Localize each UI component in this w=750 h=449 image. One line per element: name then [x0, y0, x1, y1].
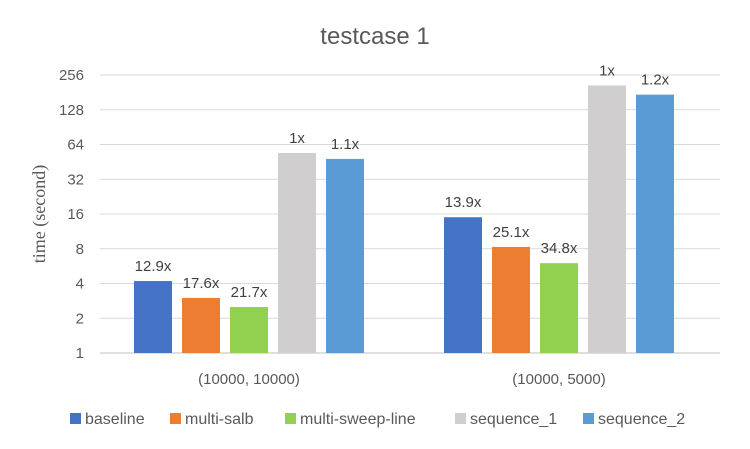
y-tick-label: 2 [76, 310, 84, 327]
bar-multi-salb-0 [182, 297, 220, 353]
legend-swatch-multi-salb [170, 413, 181, 424]
y-tick-label: 256 [59, 67, 84, 84]
y-tick-label: 32 [67, 171, 84, 188]
y-tick-label: 4 [76, 276, 84, 293]
data-label: 1.1x [331, 136, 360, 153]
x-tick-label: (10000, 5000) [512, 371, 605, 388]
bar-multi-sweep-line-1 [540, 263, 578, 353]
legend-swatch-sequence_1 [455, 413, 466, 424]
bar-sequence_1-1 [588, 85, 626, 353]
legend-label: sequence_2 [598, 411, 685, 428]
legend: baseline multi-salb multi-sweep-line sequen… [70, 411, 685, 428]
legend-swatch-sequence_2 [583, 413, 594, 424]
data-label: 12.9x [135, 258, 172, 275]
y-axis-ticks: 1 2 4 8 16 32 64 128 256 [59, 67, 84, 362]
y-tick-label: 8 [76, 241, 84, 258]
x-axis-ticks: (10000, 10000) (10000, 5000) [198, 371, 606, 388]
x-tick-label: (10000, 10000) [198, 371, 300, 388]
y-axis-label: time (second) [29, 165, 50, 263]
data-label: 1x [289, 130, 305, 147]
data-label: 1.2x [641, 72, 670, 89]
data-label: 25.1x [493, 224, 530, 241]
legend-label: sequence_1 [470, 411, 557, 428]
bar-baseline-0 [134, 281, 172, 353]
legend-label: baseline [85, 411, 145, 428]
data-label: 1x [599, 62, 615, 79]
legend-label: multi-sweep-line [300, 411, 416, 428]
bar-sequence_1-0 [278, 153, 316, 353]
bar-sequence_2-1 [636, 94, 674, 353]
y-tick-label: 1 [76, 345, 84, 362]
data-labels: 12.9x 17.6x 21.7x 1x 1.1x 13.9x 25.1x 34.8x 1x 1.… [135, 62, 670, 301]
legend-label: multi-salb [185, 411, 254, 428]
bars [134, 85, 674, 353]
legend-swatch-baseline [70, 413, 81, 424]
bar-multi-sweep-line-0 [230, 307, 268, 353]
bar-sequence_2-0 [326, 158, 364, 353]
data-label: 21.7x [231, 284, 268, 301]
data-label: 13.9x [445, 194, 482, 211]
bar-baseline-1 [444, 217, 482, 353]
y-tick-label: 128 [59, 102, 84, 119]
y-tick-label: 64 [67, 137, 84, 154]
bar-multi-salb-1 [492, 246, 530, 353]
y-tick-label: 16 [67, 206, 84, 223]
legend-swatch-multi-sweep-line [285, 413, 296, 424]
data-label: 34.8x [541, 240, 578, 257]
data-label: 17.6x [183, 275, 220, 292]
chart-title: testcase 1 [320, 23, 429, 50]
